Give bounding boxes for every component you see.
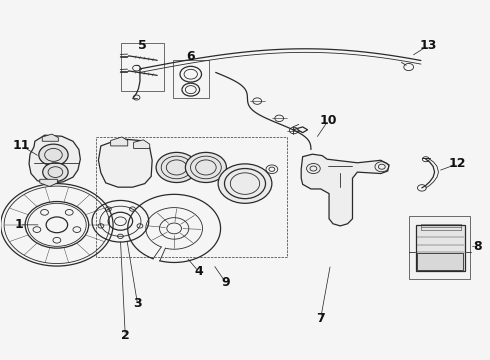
Polygon shape bbox=[301, 154, 389, 226]
Polygon shape bbox=[40, 179, 57, 186]
Text: 12: 12 bbox=[449, 157, 466, 170]
Text: 13: 13 bbox=[419, 39, 437, 52]
Text: 10: 10 bbox=[319, 114, 337, 127]
Text: 4: 4 bbox=[194, 265, 203, 278]
Circle shape bbox=[218, 164, 272, 203]
Text: 8: 8 bbox=[473, 240, 481, 253]
Bar bbox=[417, 253, 464, 270]
Bar bbox=[172, 60, 209, 98]
Text: 3: 3 bbox=[133, 297, 142, 310]
Bar bbox=[409, 216, 470, 279]
Circle shape bbox=[43, 163, 68, 181]
Text: 6: 6 bbox=[186, 50, 195, 63]
Polygon shape bbox=[29, 135, 80, 184]
Bar bbox=[122, 42, 164, 91]
Polygon shape bbox=[416, 225, 465, 271]
Text: 2: 2 bbox=[121, 329, 130, 342]
Circle shape bbox=[39, 144, 68, 166]
Text: 5: 5 bbox=[138, 39, 147, 52]
Polygon shape bbox=[134, 140, 150, 148]
Text: 1: 1 bbox=[15, 218, 24, 231]
Polygon shape bbox=[42, 134, 58, 141]
Circle shape bbox=[156, 152, 197, 183]
Polygon shape bbox=[98, 139, 152, 187]
Polygon shape bbox=[111, 137, 128, 146]
Text: 11: 11 bbox=[13, 139, 30, 152]
Text: 7: 7 bbox=[317, 311, 325, 325]
Circle shape bbox=[185, 152, 226, 183]
Text: 9: 9 bbox=[221, 276, 230, 289]
